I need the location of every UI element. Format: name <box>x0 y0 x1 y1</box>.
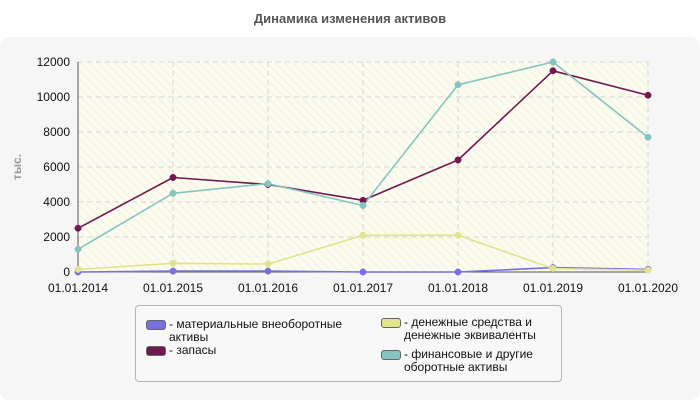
y-tick-label: 10000 <box>37 90 71 104</box>
data-point <box>644 266 652 274</box>
x-tick-label: 01.01.2019 <box>523 281 583 295</box>
data-point <box>359 202 367 209</box>
data-point <box>549 58 557 66</box>
y-tick-label: 0 <box>63 265 70 279</box>
y-tick-label: 4000 <box>43 195 70 209</box>
y-axis-label: тыс. <box>10 154 24 180</box>
legend-item: - материальные внеоборотные активы <box>146 318 342 344</box>
data-point <box>454 156 462 164</box>
legend-item: - запасы <box>146 344 216 357</box>
legend-item: - финансовые и другие оборотные активы <box>381 348 533 374</box>
y-tick-label: 6000 <box>43 160 70 174</box>
legend-label: - запасы <box>169 343 217 357</box>
y-tick-label: 12000 <box>37 55 71 69</box>
x-tick-label: 01.01.2018 <box>428 281 488 295</box>
x-tick-label: 01.01.2014 <box>48 281 108 295</box>
legend-label: - финансовые и другие оборотные активы <box>404 347 533 374</box>
data-point <box>549 265 557 272</box>
data-point <box>74 265 82 273</box>
data-point <box>359 268 367 276</box>
data-point <box>549 67 557 75</box>
data-point <box>169 267 177 275</box>
x-tick-label: 01.01.2017 <box>333 281 393 295</box>
data-point <box>169 189 177 197</box>
data-point <box>264 180 272 188</box>
data-point <box>169 259 177 267</box>
legend: - материальные внеоборотные активы - зап… <box>135 305 562 382</box>
data-point <box>454 268 462 276</box>
legend-swatch <box>381 350 401 360</box>
data-point <box>644 91 652 99</box>
data-point <box>454 231 462 239</box>
legend-swatch <box>381 318 401 328</box>
y-tick-label: 2000 <box>43 230 70 244</box>
legend-swatch <box>146 320 166 330</box>
data-point <box>359 231 367 239</box>
data-point <box>169 174 177 181</box>
legend-item: - денежные средства и денежные эквивален… <box>381 316 536 342</box>
data-point <box>74 224 82 232</box>
x-tick-label: 01.01.2020 <box>618 281 678 295</box>
legend-label: - материальные внеоборотные активы <box>169 317 342 344</box>
data-point <box>264 267 272 275</box>
data-point <box>264 260 272 268</box>
legend-label: - денежные средства и денежные эквивален… <box>404 315 536 342</box>
x-tick-label: 01.01.2015 <box>143 281 203 295</box>
legend-swatch <box>146 346 166 356</box>
x-tick-label: 01.01.2016 <box>238 281 298 295</box>
y-tick-label: 8000 <box>43 125 70 139</box>
data-point <box>74 245 82 253</box>
data-point <box>454 81 462 89</box>
chart-title: Динамика изменения активов <box>253 11 447 26</box>
data-point <box>644 133 652 141</box>
